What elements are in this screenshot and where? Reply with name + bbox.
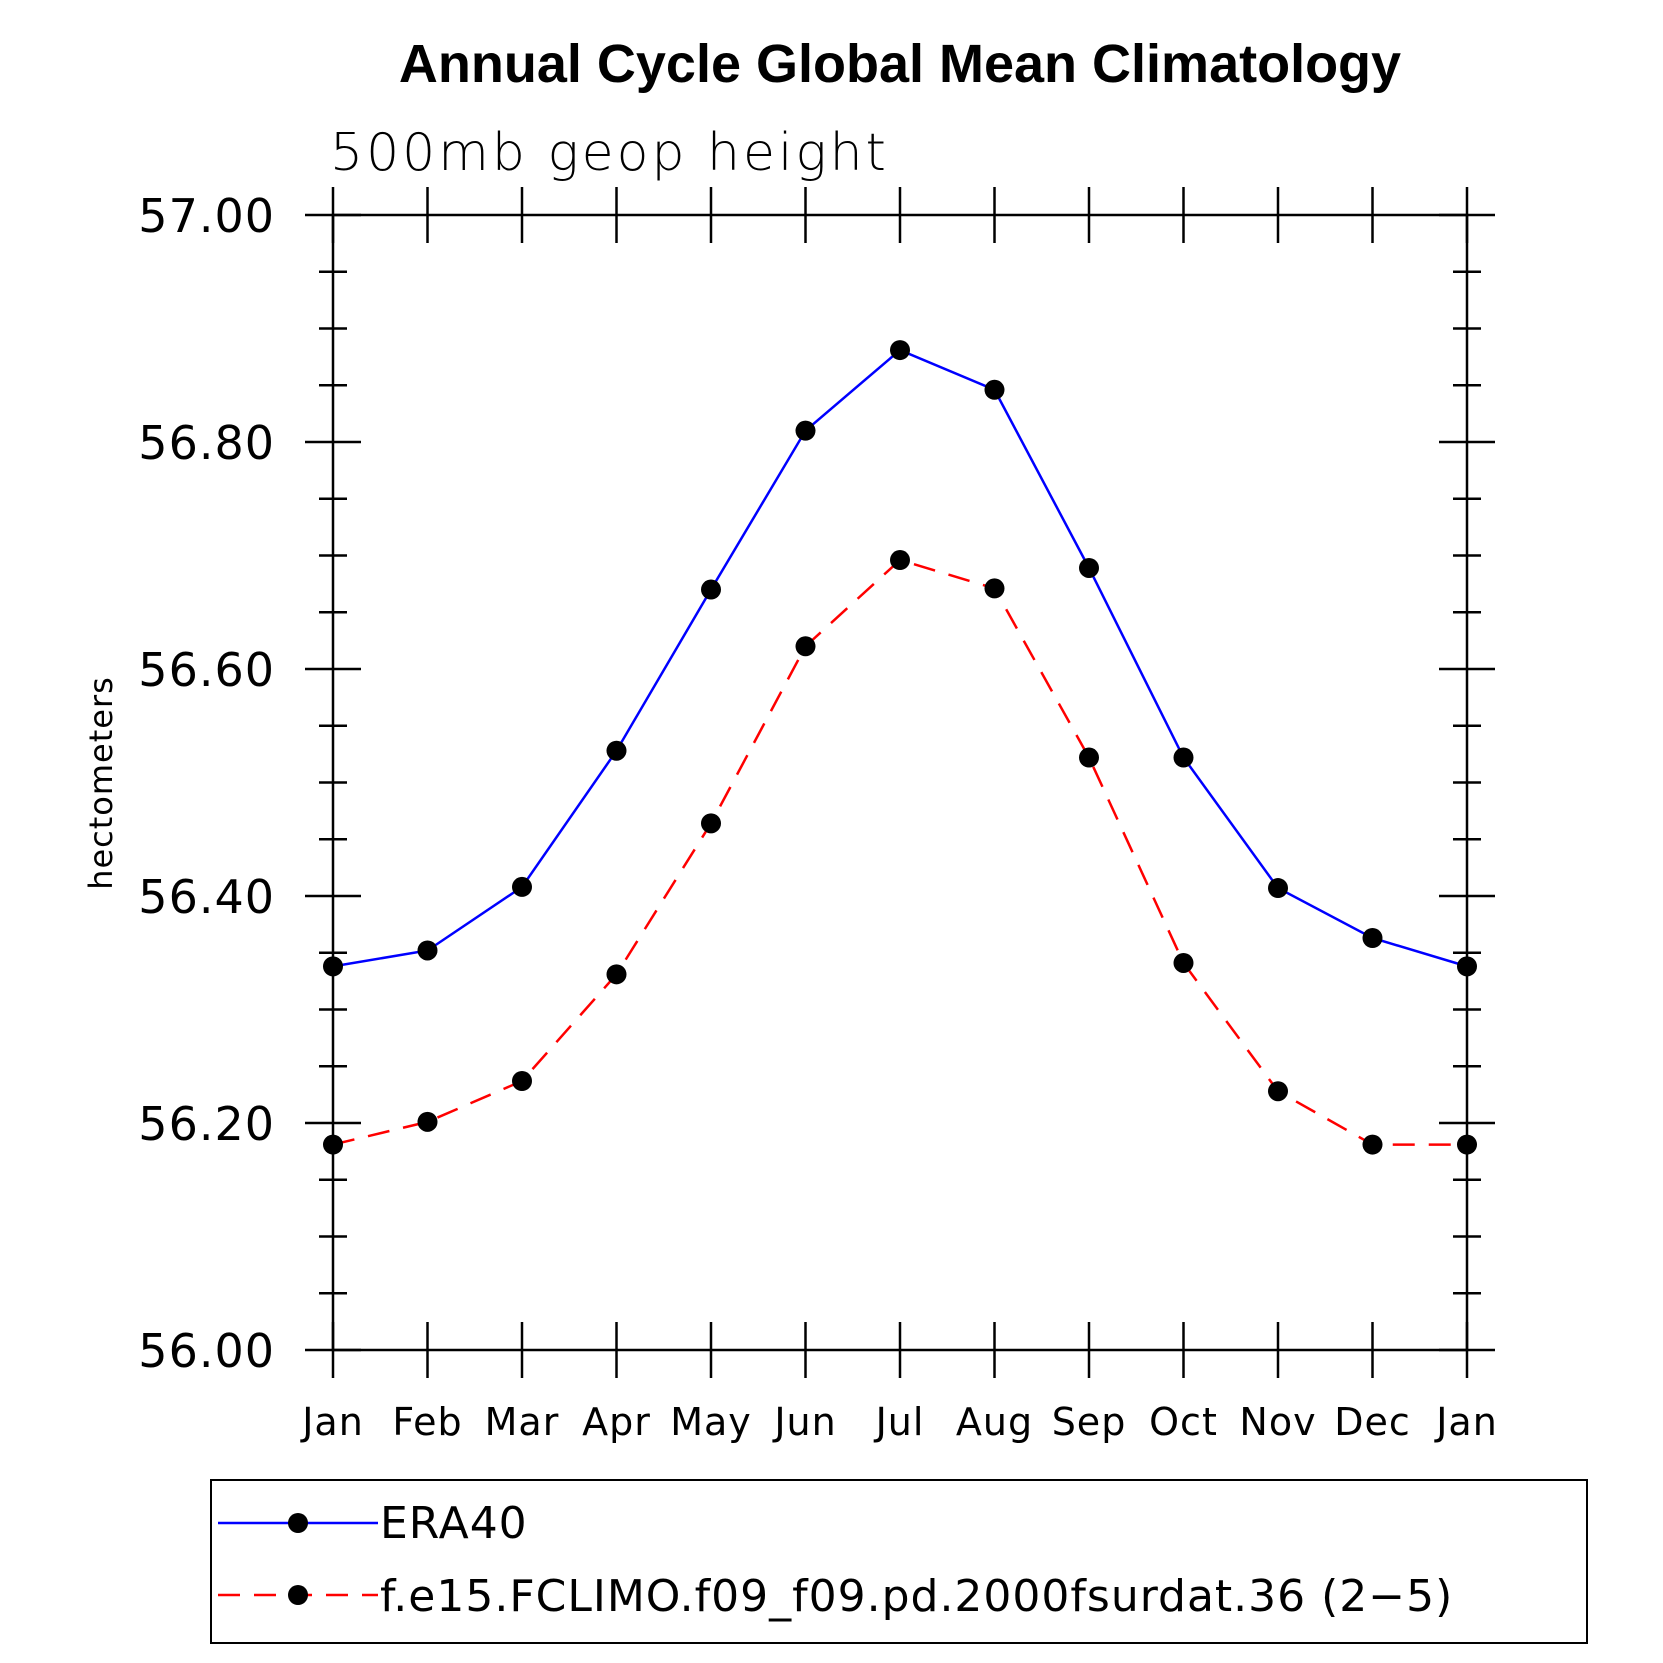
data-point (1362, 1134, 1383, 1155)
series-line-1 (332, 558, 1467, 1146)
x-tick-label: May (670, 1400, 752, 1444)
y-tick-label: 56.60 (138, 643, 275, 697)
data-point (606, 964, 627, 985)
data-point (890, 340, 910, 361)
series-line-0 (332, 348, 1468, 968)
data-point (795, 636, 816, 657)
legend-label-0: ERA40 (380, 1498, 528, 1549)
data-point (1268, 878, 1288, 899)
data-point (1268, 1081, 1288, 1102)
y-tick-label: 56.40 (138, 870, 275, 924)
y-tick-label: 57.00 (138, 189, 275, 243)
x-tick-label: Jan (1434, 1400, 1498, 1444)
data-point (984, 379, 1005, 400)
data-point (984, 578, 1005, 599)
y-axis-label: hectometers (82, 676, 120, 890)
x-tick-label: Jan (300, 1400, 364, 1444)
data-point (1079, 747, 1099, 768)
chart-title: Annual Cycle Global Mean Climatology (399, 34, 1401, 94)
x-tick-label: Feb (392, 1400, 462, 1444)
x-tick-label: Sep (1052, 1400, 1127, 1444)
legend-box (210, 1479, 1588, 1644)
series-layer (323, 340, 1477, 1155)
data-point (417, 940, 438, 961)
x-tick-label: Aug (956, 1400, 1033, 1444)
x-tick-label: Mar (485, 1400, 560, 1444)
legend-label-1: f.e15.FCLIMO.f09_f09.pd.2000fsurdat.36 (… (380, 1571, 1453, 1622)
data-point (512, 1071, 532, 1092)
y-tick-label: 56.00 (138, 1324, 275, 1378)
x-tick-label: Oct (1149, 1400, 1218, 1444)
data-point (512, 876, 532, 897)
x-tick-label: Apr (582, 1400, 651, 1444)
data-point (1173, 747, 1194, 768)
legend-marker-1 (288, 1585, 308, 1605)
data-point (1362, 927, 1383, 948)
y-tick-label: 56.80 (138, 416, 275, 470)
chart-subtitle: 500mb geop height (330, 123, 889, 183)
y-tick-label: 56.20 (138, 1097, 275, 1151)
x-tick-label: Dec (1334, 1400, 1411, 1444)
data-point (701, 579, 721, 600)
legend-marker-0 (288, 1513, 308, 1533)
x-tick-label: Nov (1239, 1400, 1316, 1444)
data-point (890, 550, 910, 571)
data-point (606, 740, 627, 761)
data-point (1457, 1134, 1477, 1155)
data-point (701, 813, 721, 834)
x-tick-label: Jun (772, 1400, 836, 1444)
plot-frame (331, 213, 1469, 1352)
data-point (417, 1111, 438, 1132)
data-point (1457, 956, 1477, 977)
data-point (795, 420, 816, 441)
data-point (1173, 952, 1194, 973)
axes: Jan Feb Mar Apr May Jun Jul Aug Sep Oct Nov Dec Jan 5… (138, 187, 1497, 1444)
data-point (1079, 557, 1099, 578)
data-point (323, 1134, 343, 1155)
legend: ERA40 f.e15.FCLIMO.f09_f09.pd.2000fsurda… (210, 1479, 1588, 1644)
data-point (323, 956, 343, 977)
x-tick-label: Jul (874, 1400, 925, 1444)
